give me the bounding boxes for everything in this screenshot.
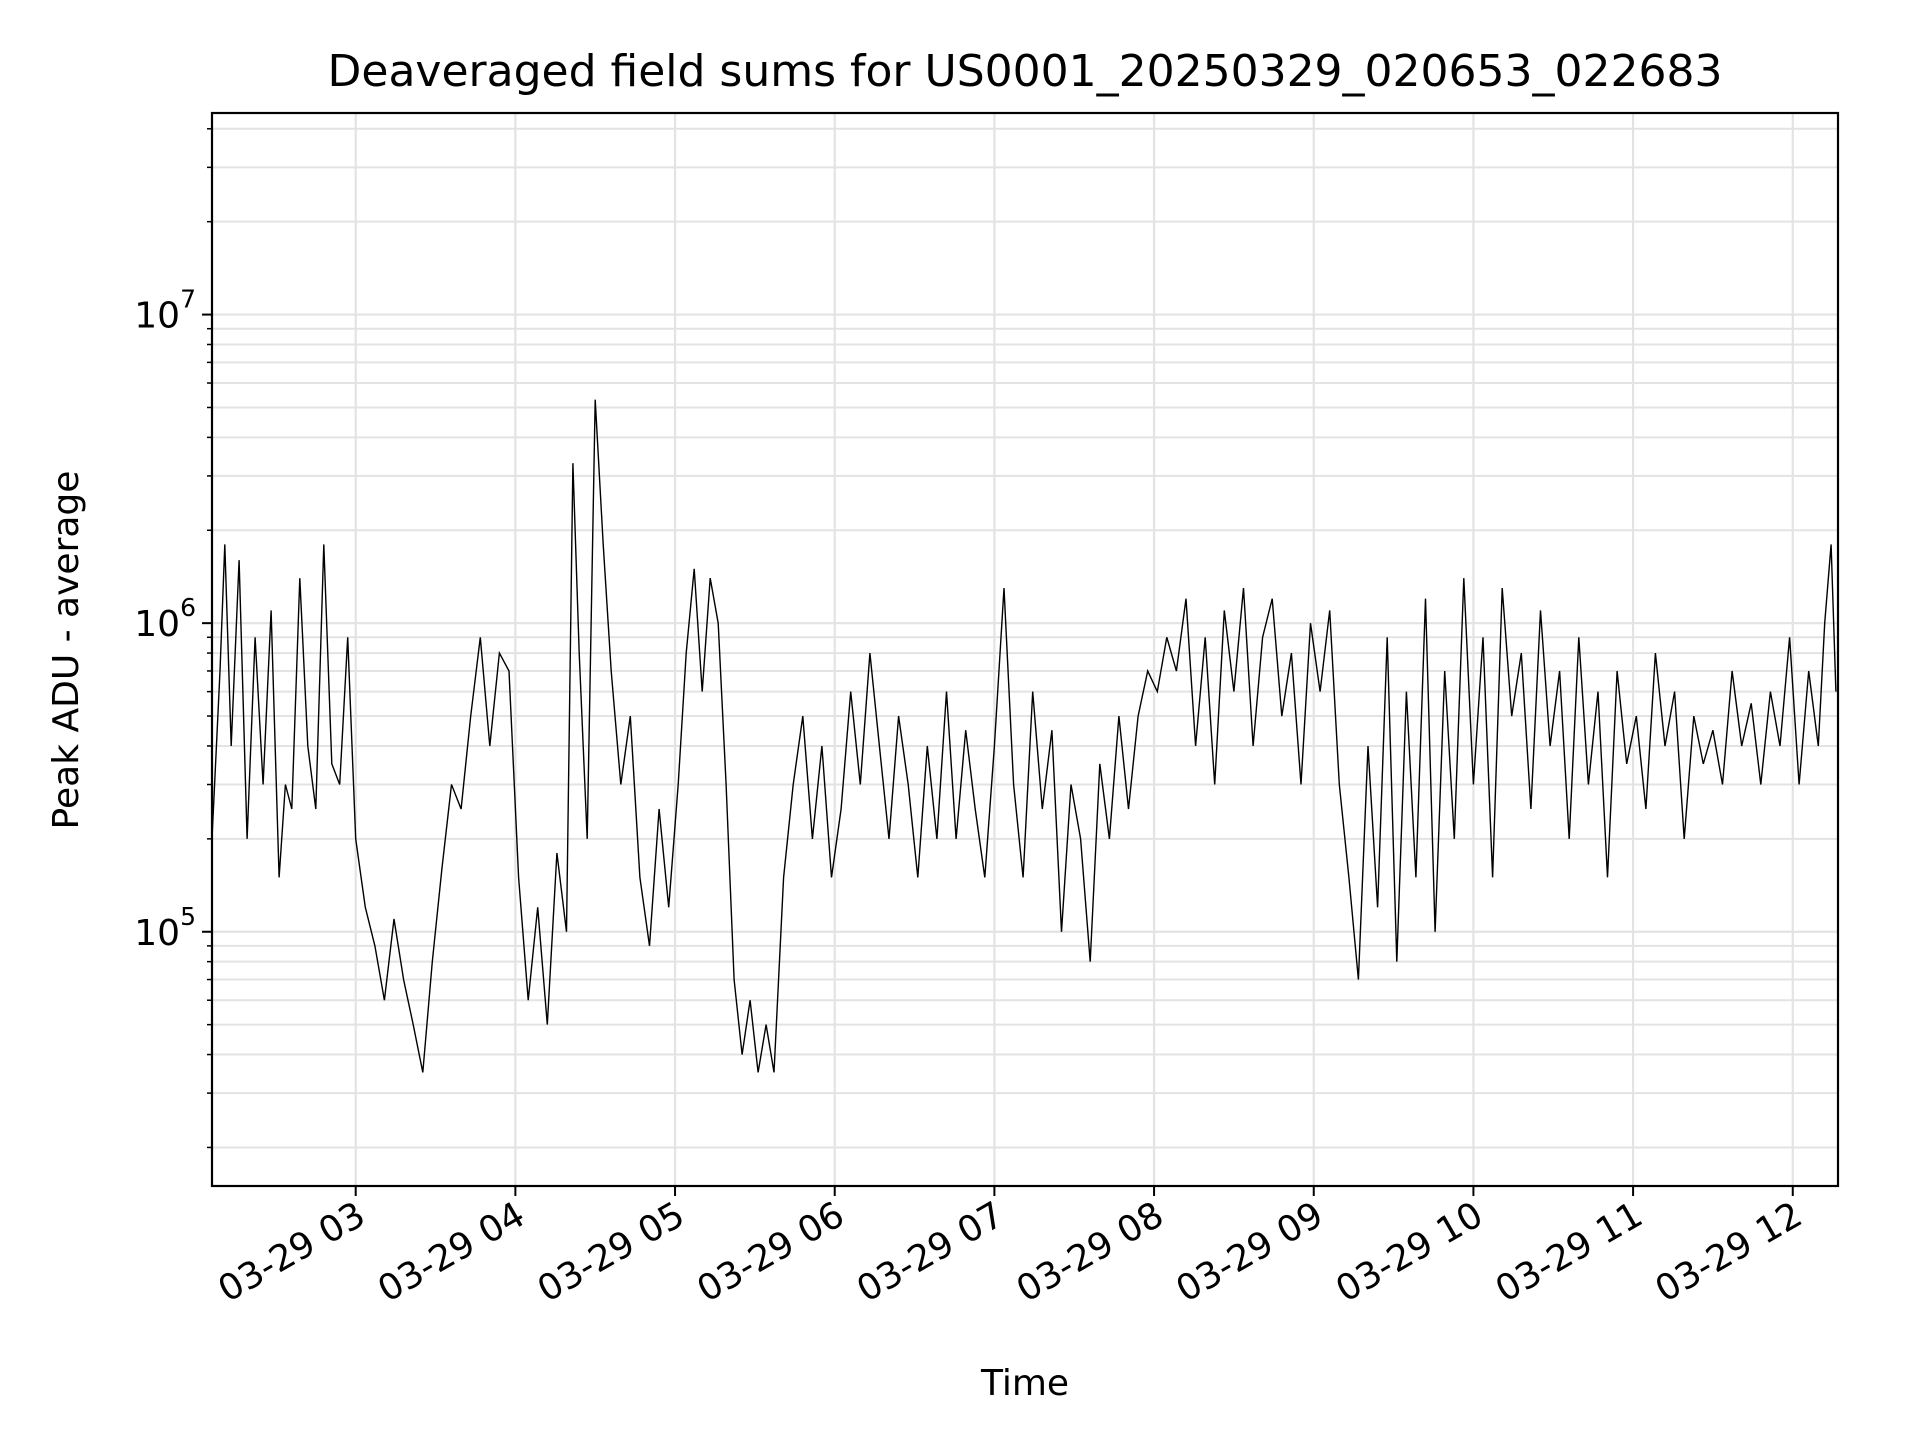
- y-ticks: 105 106 107: [134, 128, 212, 1149]
- series-line: [211, 399, 1837, 1073]
- plot-frame: [210, 111, 1840, 1188]
- x-axis-label: Time: [980, 1363, 1069, 1404]
- y-axis-label: Peak ADU - average: [46, 471, 87, 830]
- y-tick-label: 107: [134, 285, 196, 337]
- chart-title: Deaveraged field sums for US0001_2025032…: [328, 46, 1723, 97]
- data-layer: [211, 399, 1837, 1073]
- y-tick-label: 105: [134, 902, 196, 954]
- y-tick-label: 106: [134, 593, 196, 645]
